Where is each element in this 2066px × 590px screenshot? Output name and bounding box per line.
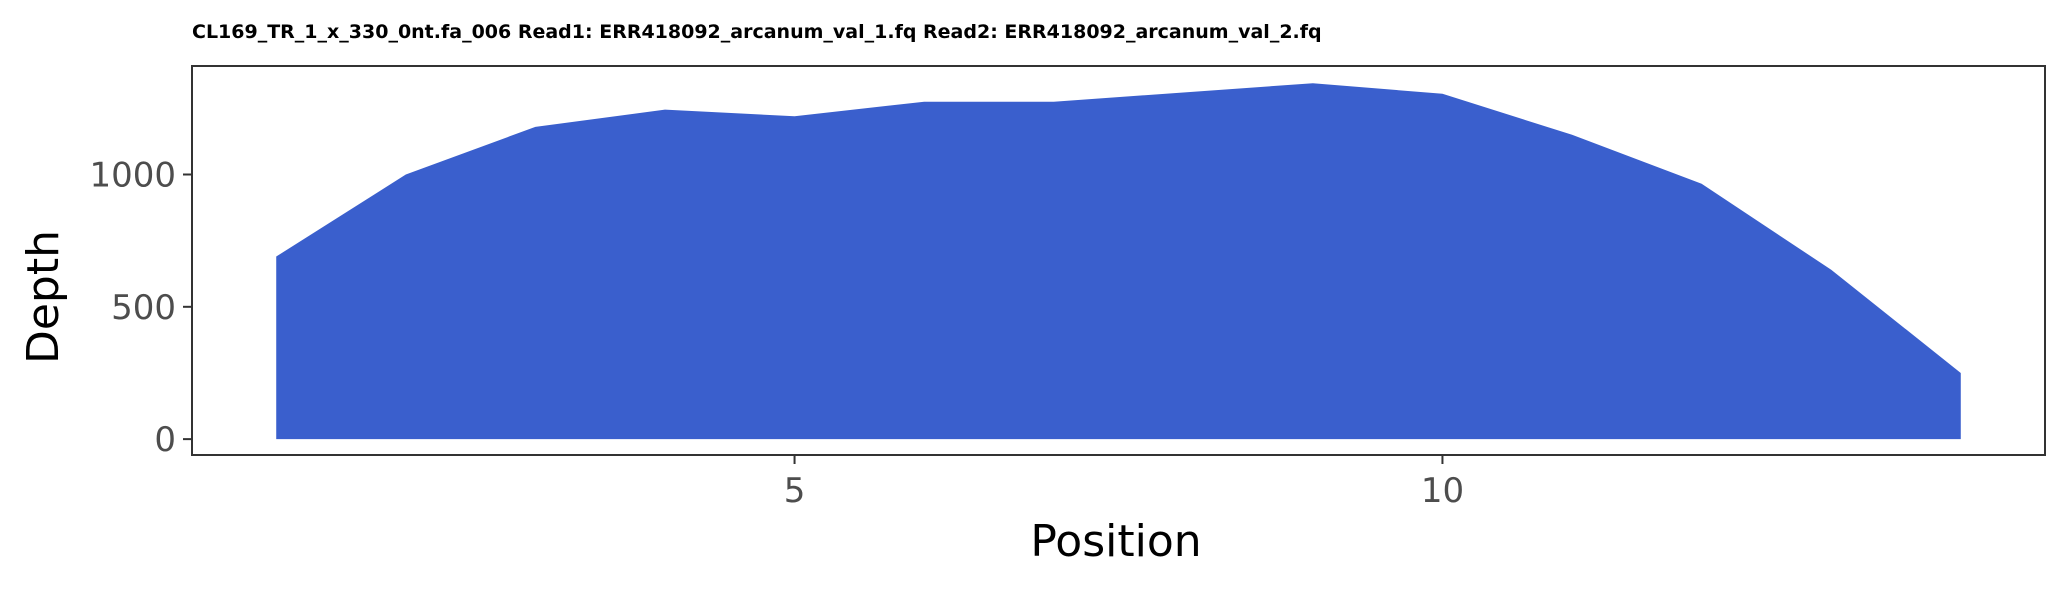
- y-tick-label: 500: [111, 288, 176, 328]
- y-axis: 0 500 1000: [89, 155, 192, 460]
- area-series-0: [276, 83, 1961, 440]
- x-axis-title: Position: [1030, 516, 1201, 567]
- y-axis-title: Depth: [18, 230, 69, 364]
- y-tick-label: 1000: [89, 155, 176, 195]
- panel-border: [191, 65, 2046, 456]
- plot-area: [191, 65, 2046, 456]
- chart-title: CL169_TR_1_x_330_0nt.fa_006 Read1: ERR41…: [192, 21, 1322, 43]
- x-axis: 5 10: [784, 455, 1464, 511]
- x-tick-label: 10: [1421, 471, 1464, 511]
- y-tick-label: 0: [154, 420, 176, 460]
- x-tick-label: 5: [784, 471, 806, 511]
